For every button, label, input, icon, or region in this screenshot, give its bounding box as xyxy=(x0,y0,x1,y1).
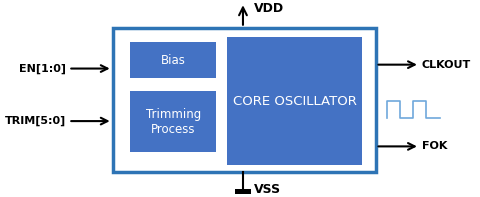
Text: TRIM[5:0]: TRIM[5:0] xyxy=(5,116,66,126)
Bar xyxy=(130,42,216,78)
Text: VDD: VDD xyxy=(254,2,284,15)
Bar xyxy=(130,91,216,152)
Bar xyxy=(228,37,362,165)
Bar xyxy=(235,189,251,194)
Text: CORE OSCILLATOR: CORE OSCILLATOR xyxy=(233,95,357,108)
Text: CLKOUT: CLKOUT xyxy=(422,60,471,70)
Text: Trimming
Process: Trimming Process xyxy=(146,108,201,136)
Text: Bias: Bias xyxy=(161,54,186,67)
Text: FOK: FOK xyxy=(422,141,447,151)
Bar xyxy=(113,28,375,172)
Text: VSS: VSS xyxy=(254,183,281,196)
Text: EN[1:0]: EN[1:0] xyxy=(19,63,66,74)
